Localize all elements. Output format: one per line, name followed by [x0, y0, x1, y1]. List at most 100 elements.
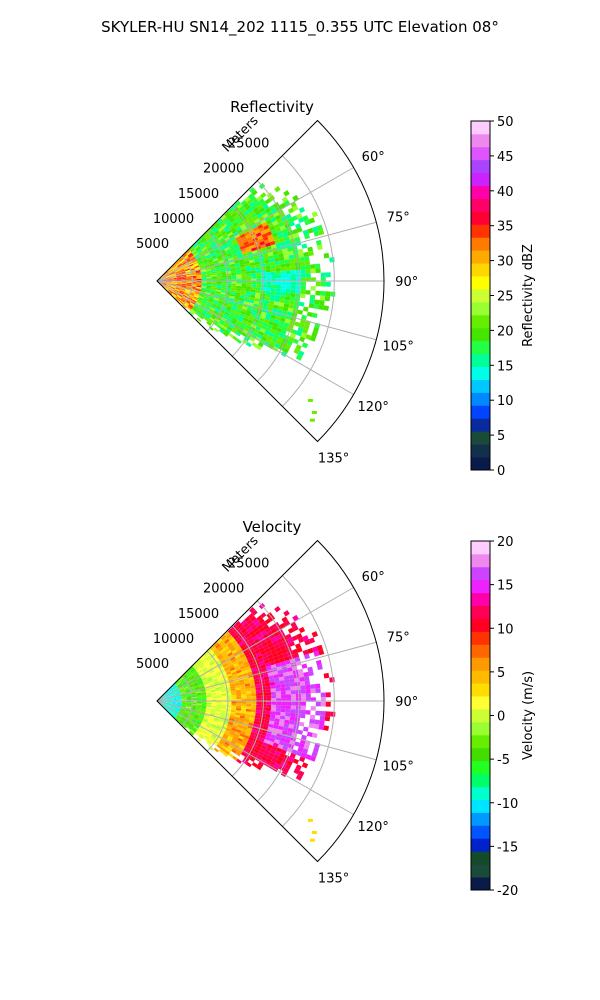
reflectivity-gate [178, 300, 183, 305]
reflectivity-gate [310, 286, 316, 291]
velocity-gate [211, 707, 217, 710]
velocity-gate [192, 670, 197, 675]
reflectivity-gate [267, 335, 274, 341]
velocity-gate [264, 647, 271, 654]
velocity-gate [244, 735, 250, 740]
velocity-gate [310, 688, 316, 694]
velocity-colorbar-swatch [471, 644, 490, 658]
velocity-gate [161, 695, 166, 699]
reflectivity-gate [282, 232, 289, 238]
velocity-gate [220, 727, 226, 732]
velocity-gate [216, 694, 222, 697]
velocity-gate [245, 685, 251, 689]
reflectivity-range-tick-label: 15000 [178, 187, 219, 202]
reflectivity-gate [256, 195, 263, 202]
velocity-gate [216, 703, 222, 705]
reflectivity-gate [191, 308, 196, 314]
velocity-gate [263, 644, 270, 651]
reflectivity-gate [191, 308, 197, 312]
reflectivity-gate [185, 249, 190, 254]
reflectivity-gate [195, 270, 201, 273]
reflectivity-gate [215, 251, 221, 256]
velocity-gate [195, 731, 201, 736]
reflectivity-gate [274, 330, 281, 337]
reflectivity-gate [181, 297, 186, 302]
reflectivity-gate [212, 258, 219, 262]
velocity-gate [229, 683, 235, 687]
velocity-gate [230, 656, 236, 661]
velocity-gate [264, 636, 271, 642]
velocity-gate [224, 631, 230, 637]
reflectivity-gate [194, 304, 199, 309]
reflectivity-gate [192, 250, 197, 255]
reflectivity-gate [204, 242, 210, 247]
reflectivity-gate [281, 281, 287, 286]
reflectivity-gate [171, 285, 177, 288]
reflectivity-gate [200, 268, 206, 272]
velocity-gate [165, 694, 171, 697]
reflectivity-gate [175, 273, 181, 276]
velocity-gate [174, 680, 179, 685]
velocity-gate [250, 687, 256, 691]
reflectivity-gate [206, 236, 212, 242]
velocity-gate [219, 669, 226, 674]
velocity-gate [244, 718, 250, 723]
reflectivity-gate [249, 187, 256, 194]
velocity-gate [253, 675, 259, 680]
velocity-gate [284, 683, 291, 688]
velocity-gate [258, 635, 265, 642]
reflectivity-gate [241, 276, 247, 280]
velocity-gate [241, 694, 247, 697]
velocity-gate [160, 694, 165, 698]
velocity-gate [201, 722, 207, 727]
reflectivity-gate [271, 207, 278, 214]
velocity-gate [221, 726, 227, 730]
velocity-gate [227, 735, 233, 740]
velocity-gate [179, 678, 184, 682]
reflectivity-gate [232, 335, 238, 341]
velocity-gate [161, 703, 167, 706]
reflectivity-gate [225, 328, 232, 333]
velocity-colorbar-swatch [471, 553, 490, 568]
velocity-gate [305, 684, 311, 690]
reflectivity-gate [181, 285, 187, 288]
reflectivity-gate [215, 292, 221, 296]
velocity-gate [248, 719, 255, 724]
reflectivity-gate [160, 274, 165, 278]
reflectivity-gate [318, 229, 325, 236]
velocity-colorbar-swatch [471, 747, 490, 762]
reflectivity-gate [220, 266, 226, 269]
reflectivity-gate [285, 213, 292, 220]
velocity-gate [177, 683, 182, 687]
velocity-gate [178, 676, 183, 681]
reflectivity-gate [200, 312, 206, 317]
reflectivity-gate [255, 264, 261, 268]
velocity-gate [170, 707, 176, 710]
reflectivity-colorbar-swatch [471, 146, 490, 161]
reflectivity-gate [275, 271, 281, 275]
reflectivity-gate [199, 313, 205, 319]
reflectivity-gate [196, 278, 202, 281]
reflectivity-gate [176, 281, 182, 283]
reflectivity-gate [280, 329, 287, 335]
reflectivity-gate [211, 255, 217, 259]
velocity-gate [276, 638, 283, 644]
reflectivity-gate [287, 247, 293, 252]
reflectivity-gate [209, 293, 215, 297]
velocity-gate [176, 682, 181, 686]
reflectivity-gate [250, 289, 256, 293]
velocity-gate [220, 747, 226, 752]
reflectivity-gate [161, 279, 167, 281]
velocity-range-tick-label: 15000 [178, 607, 219, 622]
reflectivity-gate [174, 260, 179, 265]
velocity-gate [210, 708, 216, 712]
reflectivity-gate [196, 275, 202, 277]
velocity-gate [207, 658, 213, 663]
reflectivity-gate [210, 268, 216, 271]
reflectivity-gate [221, 273, 227, 276]
velocity-colorbar-tick-label: 0 [497, 710, 505, 725]
velocity-gate [222, 743, 229, 749]
reflectivity-gate [264, 227, 271, 234]
velocity-gate [242, 658, 248, 664]
velocity-gate [161, 696, 167, 699]
